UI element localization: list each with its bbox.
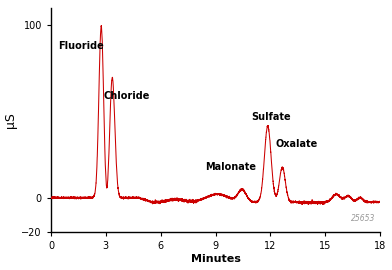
Text: 25653: 25653 xyxy=(351,214,375,223)
Text: Sulfate: Sulfate xyxy=(251,112,291,122)
Text: Oxalate: Oxalate xyxy=(276,140,318,150)
Text: Chloride: Chloride xyxy=(103,91,149,101)
Text: Fluoride: Fluoride xyxy=(58,41,103,51)
Y-axis label: μS: μS xyxy=(4,112,17,128)
X-axis label: Minutes: Minutes xyxy=(191,254,241,264)
Text: Malonate: Malonate xyxy=(205,162,256,172)
